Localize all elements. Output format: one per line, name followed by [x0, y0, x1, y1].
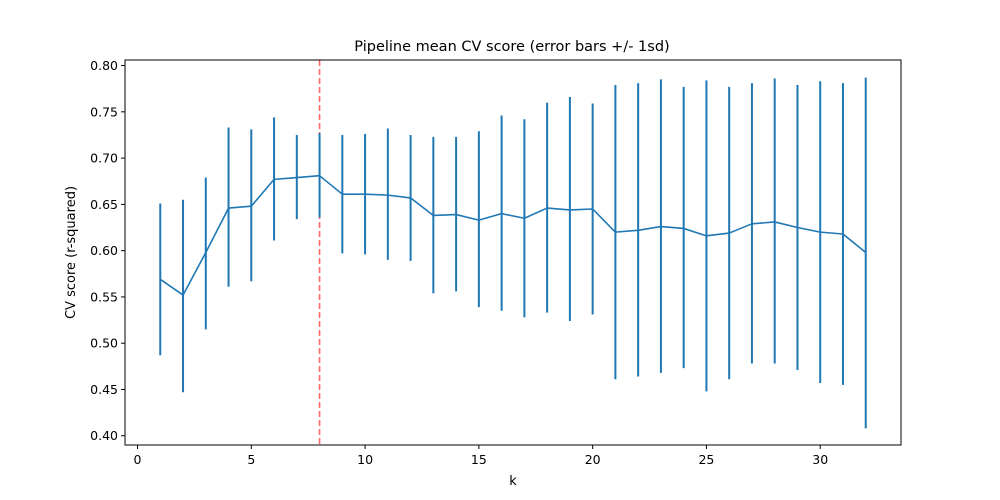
- x-tick-label: 20: [585, 452, 601, 467]
- mean-score-line: [159, 174, 867, 296]
- y-tick-label: 0.75: [90, 104, 118, 119]
- x-tick-label: 5: [247, 452, 255, 467]
- chart-title: Pipeline mean CV score (error bars +/- 1…: [354, 39, 669, 55]
- x-tick-label: 15: [471, 452, 487, 467]
- x-tick-label: 0: [134, 452, 142, 467]
- x-tick-label: 30: [812, 452, 828, 467]
- y-tick-label: 0.65: [90, 197, 118, 212]
- y-tick-label: 0.55: [90, 289, 118, 304]
- plot-frame: [124, 59, 902, 446]
- y-axis-label: CV score (r-squared): [64, 186, 79, 319]
- y-tick-label: 0.60: [90, 243, 118, 258]
- y-tick-label: 0.80: [90, 58, 118, 73]
- y-tick-label: 0.40: [90, 428, 118, 443]
- y-tick-label: 0.70: [90, 151, 118, 166]
- y-tick-label: 0.45: [90, 382, 118, 397]
- x-axis-label: k: [509, 474, 517, 489]
- x-tick-label: 25: [698, 452, 714, 467]
- y-tick-label: 0.50: [90, 336, 118, 351]
- x-tick-label: 10: [357, 452, 373, 467]
